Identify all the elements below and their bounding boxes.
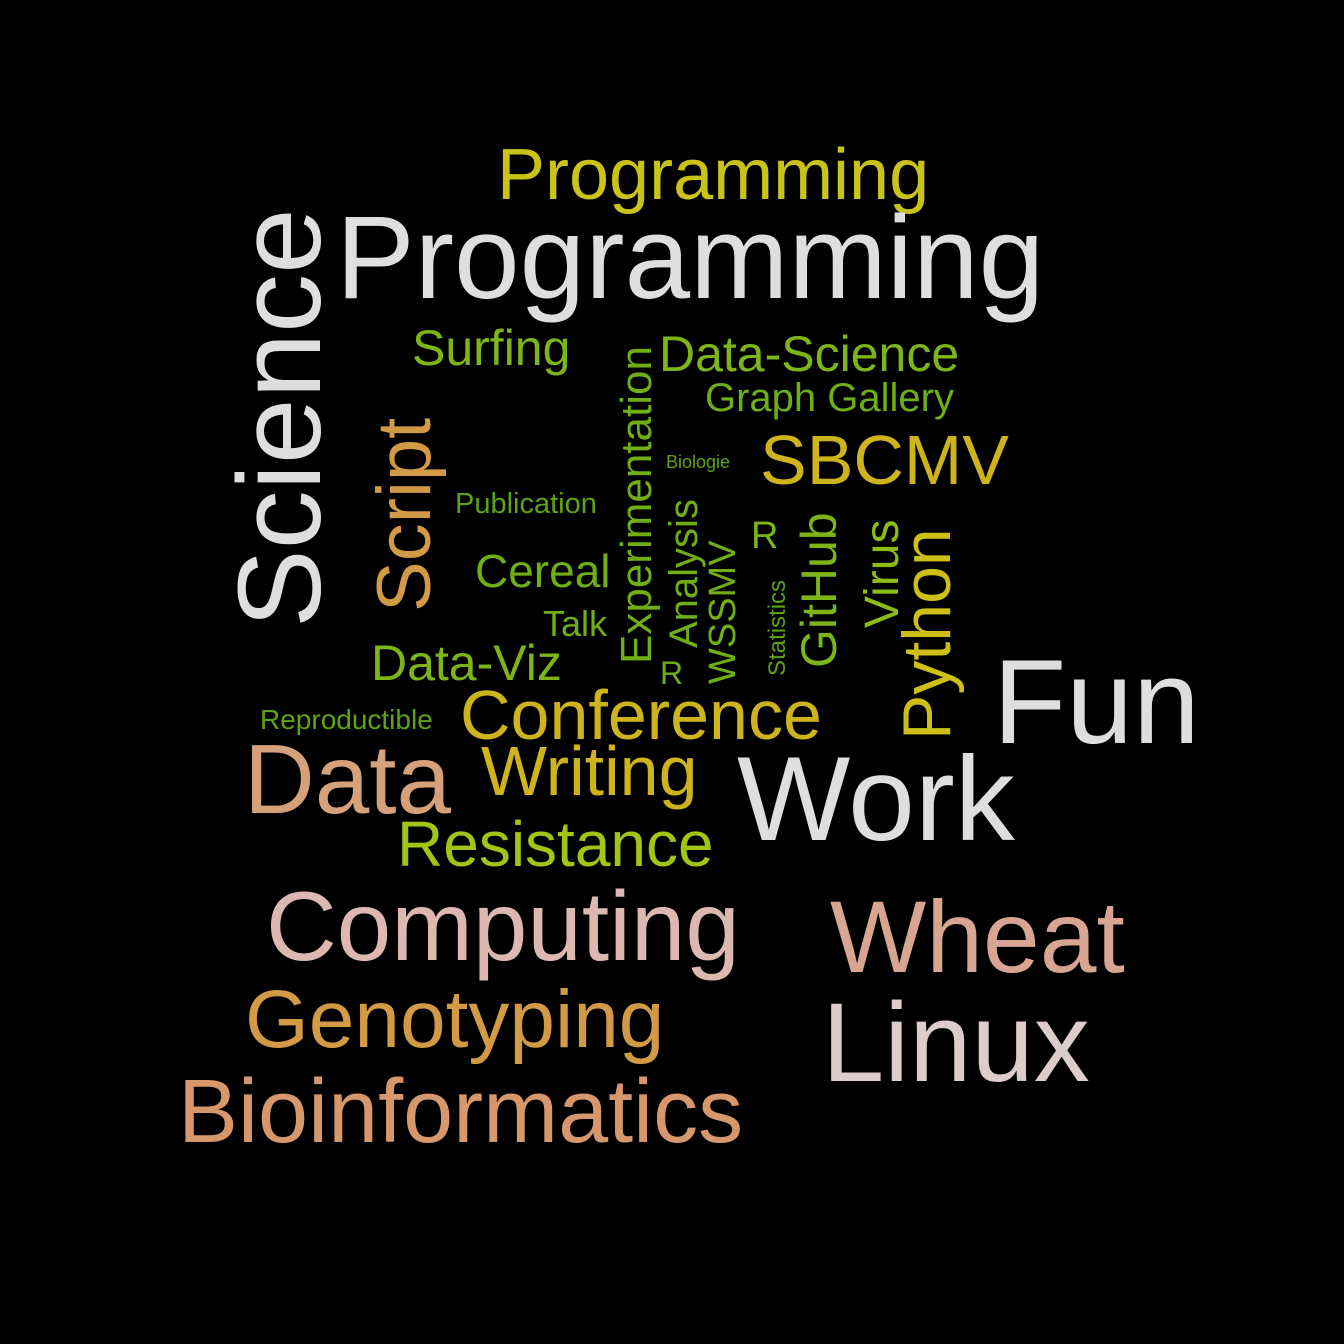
word-bioinformatics: Bioinformatics <box>178 1062 743 1162</box>
word-virus: Virus <box>856 520 909 629</box>
word-sbcmv: SBCMV <box>760 421 1009 499</box>
word-reproductible: Reproductible <box>260 704 433 735</box>
word-programming-small: Programming <box>497 135 929 215</box>
word-github: GitHub <box>791 512 847 668</box>
word-writing: Writing <box>481 732 698 810</box>
word-data: Data <box>244 724 452 834</box>
word-graph-gallery: Graph Gallery <box>705 376 954 420</box>
word-biologie: Biologie <box>666 452 730 472</box>
word-talk: Talk <box>543 603 608 644</box>
word-wssmv: WSSMV <box>702 540 744 684</box>
word-linux: Linux <box>822 980 1090 1105</box>
word-statistics: Statistics <box>764 580 791 676</box>
word-resistance: Resistance <box>397 808 714 880</box>
word-programming-large: Programming <box>336 192 1044 324</box>
word-conference: Conference <box>460 676 822 754</box>
word-r-upper: R <box>751 515 778 557</box>
word-data-viz: Data-Viz <box>371 635 562 691</box>
word-data-science: Data-Science <box>659 326 959 382</box>
word-science: Science <box>214 208 346 628</box>
word-analysis: Analysis <box>662 499 706 648</box>
word-experimentation: Experimentation <box>612 346 661 664</box>
word-publication: Publication <box>455 488 597 520</box>
word-python: Python <box>889 528 965 740</box>
word-script: Script <box>362 418 447 612</box>
word-computing: Computing <box>266 871 740 981</box>
word-work: Work <box>737 732 1016 866</box>
word-cereal: Cereal <box>475 545 611 597</box>
word-fun: Fun <box>993 635 1200 769</box>
word-surfing: Surfing <box>412 320 570 376</box>
word-wheat: Wheat <box>830 880 1125 994</box>
word-genotyping: Genotyping <box>245 974 664 1065</box>
word-r-lower: R <box>660 655 683 691</box>
